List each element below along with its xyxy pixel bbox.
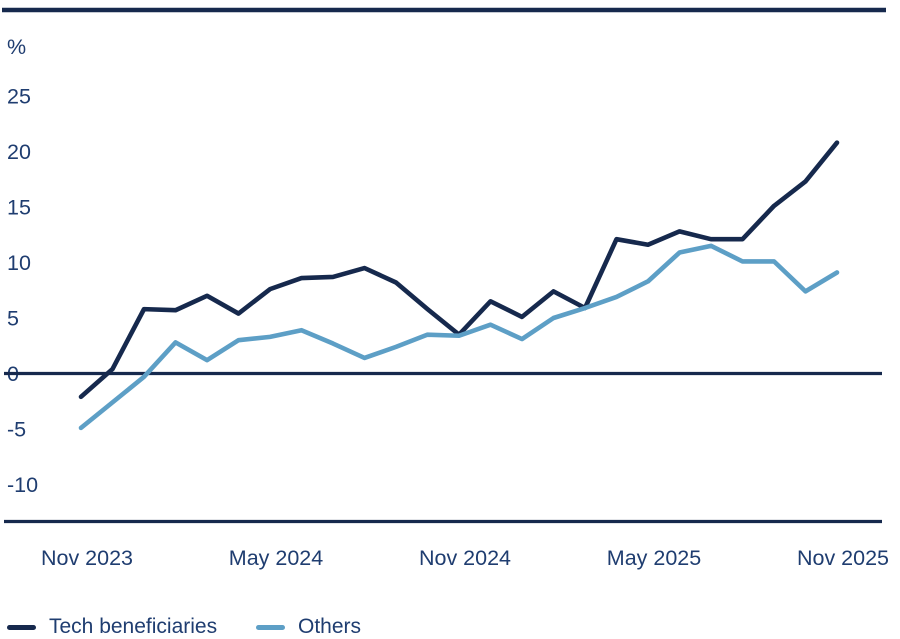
y-axis-tick-label: 15 [7, 196, 31, 220]
x-axis-tick-label: Nov 2023 [41, 546, 133, 570]
series-line-tech-beneficiaries [78, 140, 840, 400]
y-axis-tick-label: 20 [7, 140, 31, 164]
legend-item-others: Others [256, 612, 361, 639]
legend-label-others: Others [298, 615, 362, 638]
legend-item-tech-beneficiaries: Tech beneficiaries [7, 612, 217, 639]
x-axis-tick-label: Nov 2024 [419, 546, 511, 570]
y-axis-tick-label: -5 [7, 418, 26, 442]
y-axis-tick-label: 10 [7, 251, 31, 275]
y-axis-tick-label: -10 [7, 473, 38, 497]
y-axis-unit-label: % [7, 35, 26, 59]
series-line-others [78, 243, 840, 431]
legend-label-tech-beneficiaries: Tech beneficiaries [49, 615, 218, 638]
x-axis-tick-label: May 2024 [229, 546, 323, 570]
tech-beneficiaries-line-swatch [7, 624, 36, 630]
others-line-swatch [256, 624, 285, 630]
chart-legend: Tech beneficiaries Others [0, 612, 900, 639]
x-axis-tick-label: May 2025 [607, 546, 701, 570]
y-axis-tick-label: 5 [7, 307, 19, 331]
y-axis-tick-label: 25 [7, 85, 31, 109]
x-axis-tick-label: Nov 2025 [797, 546, 889, 570]
